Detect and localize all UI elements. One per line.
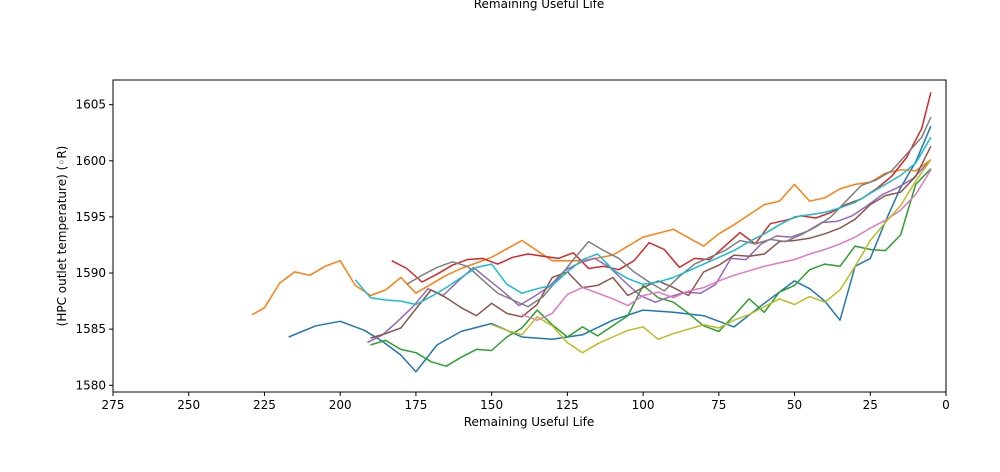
- x-tick-label: 275: [102, 398, 125, 412]
- plot-frame: [112, 79, 947, 393]
- series-line-6: [370, 145, 932, 339]
- x-tick-label: 75: [711, 398, 726, 412]
- x-tick-label: 125: [556, 398, 579, 412]
- y-axis: 1580 1585 1590 1595 1600 1605: [75, 98, 113, 392]
- y-tick-label: 1580: [75, 378, 106, 392]
- x-tick-label: 175: [404, 398, 427, 412]
- x-tick-label: 200: [329, 398, 352, 412]
- y-tick-label: 1605: [75, 98, 106, 112]
- series-line-10: [354, 136, 932, 306]
- x-axis-label: Remaining Useful Life: [464, 415, 595, 429]
- series-line-5: [367, 162, 929, 344]
- series-line-3: [370, 168, 932, 367]
- series-layer: [251, 92, 932, 373]
- series-line-7: [521, 169, 932, 321]
- series-line-1: [288, 125, 932, 373]
- x-tick-label: 100: [632, 398, 655, 412]
- y-tick-label: 1590: [75, 266, 106, 280]
- series-line-4: [391, 92, 932, 283]
- series-line-8: [406, 116, 932, 308]
- chart-title: Remaining Useful Life: [474, 0, 605, 11]
- x-tick-label: 225: [253, 398, 276, 412]
- y-tick-label: 1600: [75, 154, 106, 168]
- x-axis: 275 250 225 200 175 150 125 100 75 50 25 0: [102, 392, 950, 412]
- x-tick-label: 25: [863, 398, 878, 412]
- x-tick-label: 150: [480, 398, 503, 412]
- y-axis-label: (HPC outlet temperature) (◦R): [55, 146, 69, 327]
- y-tick-label: 1585: [75, 322, 106, 336]
- x-tick-label: 250: [177, 398, 200, 412]
- series-line-9: [491, 159, 932, 354]
- x-tick-label: 0: [942, 398, 950, 412]
- y-tick-label: 1595: [75, 210, 106, 224]
- x-tick-label: 50: [787, 398, 802, 412]
